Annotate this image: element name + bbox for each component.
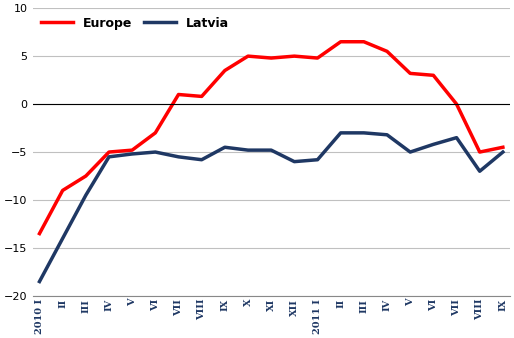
Europe — [60, 188, 66, 192]
Latvia — [198, 158, 205, 162]
Latvia — [291, 160, 298, 164]
Europe — [152, 131, 158, 135]
Latvia — [407, 150, 413, 154]
Europe — [245, 54, 251, 58]
Legend: Europe, Latvia: Europe, Latvia — [39, 15, 231, 32]
Latvia — [361, 131, 367, 135]
Latvia — [36, 280, 43, 284]
Europe — [198, 94, 205, 98]
Europe — [500, 145, 506, 149]
Latvia — [60, 236, 66, 240]
Latvia — [245, 148, 251, 152]
Latvia — [430, 142, 436, 146]
Europe — [268, 56, 274, 60]
Europe — [129, 148, 135, 152]
Europe — [476, 150, 483, 154]
Europe — [83, 174, 89, 178]
Latvia — [453, 136, 460, 140]
Latvia — [476, 169, 483, 173]
Europe — [175, 93, 181, 97]
Europe — [315, 56, 321, 60]
Europe — [407, 71, 413, 75]
Latvia — [152, 150, 158, 154]
Latvia — [268, 148, 274, 152]
Latvia — [83, 193, 89, 197]
Europe — [338, 40, 344, 44]
Europe — [106, 150, 112, 154]
Latvia — [338, 131, 344, 135]
Latvia — [315, 158, 321, 162]
Line: Europe: Europe — [40, 42, 503, 234]
Europe — [361, 40, 367, 44]
Europe — [222, 69, 228, 73]
Latvia — [222, 145, 228, 149]
Europe — [384, 49, 390, 53]
Latvia — [500, 150, 506, 154]
Latvia — [175, 155, 181, 159]
Europe — [453, 102, 460, 106]
Line: Latvia: Latvia — [40, 133, 503, 282]
Latvia — [384, 133, 390, 137]
Europe — [36, 232, 43, 236]
Latvia — [129, 152, 135, 156]
Latvia — [106, 155, 112, 159]
Europe — [430, 73, 436, 77]
Europe — [291, 54, 298, 58]
